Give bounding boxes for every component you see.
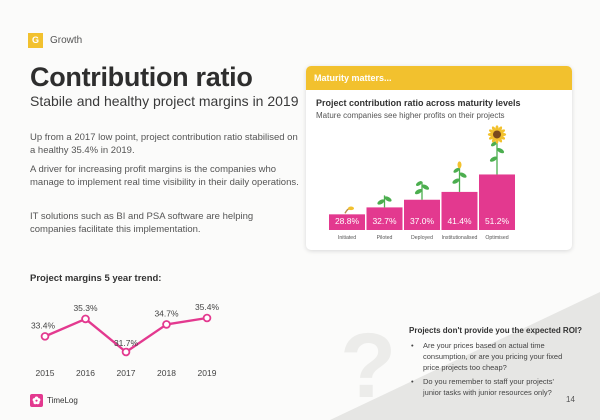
page-title: Contribution ratio	[30, 62, 253, 92]
maturity-bar	[329, 214, 365, 230]
bar-category-label: Optimised	[485, 235, 508, 241]
plant-leaf	[377, 199, 385, 205]
solutions-paragraph: IT solutions such as BI and PSA software…	[30, 211, 254, 235]
plant-leaf	[384, 196, 392, 202]
sunflower-petal	[487, 132, 495, 137]
timelog-flower-icon	[30, 394, 43, 407]
bar-category-label: Initiated	[338, 235, 356, 241]
plant-leaf	[489, 156, 498, 162]
intro-paragraph: Up from a 2017 low point, project contri…	[30, 132, 298, 156]
sunflower-petal	[497, 136, 503, 143]
bar-value-label: 28.8%	[335, 216, 360, 226]
trend-year-label: 2017	[117, 368, 136, 378]
bar-category-label: Piloted	[377, 235, 393, 241]
trend-point	[40, 332, 50, 341]
plant-icon	[377, 195, 392, 208]
sunflower-center	[493, 130, 501, 139]
plant-icon	[452, 161, 467, 192]
logo-text: TimeLog	[47, 396, 78, 405]
trend-year-label: 2018	[157, 368, 176, 378]
sunflower-petal	[495, 125, 499, 132]
trend-year-label: 2015	[36, 368, 55, 378]
plant-leaf	[421, 184, 430, 190]
list-item: • Are your prices based on actual time co…	[409, 340, 574, 373]
section-label: Growth	[50, 35, 83, 46]
sunflower-petal	[499, 132, 507, 137]
driver-paragraph: A driver for increasing profit margins i…	[30, 164, 299, 188]
plant-icon	[414, 181, 430, 200]
trend-value-label: 31.7%	[114, 338, 139, 348]
list-item: • Do you remember to staff your projects'…	[409, 376, 574, 398]
section-badge: G	[28, 33, 43, 48]
plant-leaf	[459, 172, 467, 178]
plant-leaf	[490, 141, 498, 147]
bar-value-label: 32.7%	[372, 216, 397, 226]
trend-year-label: 2016	[76, 368, 95, 378]
maturity-card: Maturity matters... Project contribution…	[306, 66, 572, 250]
plant-leaf	[452, 178, 460, 184]
trend-value-label: 34.7%	[154, 308, 179, 318]
plant-leaf	[453, 167, 460, 173]
maturity-chart-title: Project contribution ratio across maturi…	[316, 98, 521, 108]
trend-value-label: 35.4%	[195, 302, 220, 312]
maturity-bar-chart: 28.8% Initiated 32.7% Piloted 37.0% Deployed 4…	[329, 125, 515, 241]
margin-trend-chart: 33.4% 2015 35.3% 2016 31.7% 2017 34.7% 2018 35.4…	[31, 302, 220, 378]
trend-point	[81, 314, 90, 324]
bar-value-label: 51.2%	[485, 216, 510, 226]
bar-value-label: 41.4%	[447, 216, 472, 226]
roi-question-list: • Are your prices based on actual time co…	[409, 340, 574, 401]
page-subtitle: Stabile and healthy project margins in 2…	[30, 93, 299, 109]
bar-value-label: 37.0%	[410, 216, 435, 226]
trend-chart-title: Project margins 5 year trend:	[30, 273, 162, 284]
roi-item-text: Do you remember to staff your projects' …	[423, 377, 554, 397]
seed	[348, 206, 354, 211]
sunflower-petal	[488, 129, 495, 134]
maturity-chart-subtitle: Mature companies see higher profits on t…	[316, 111, 505, 120]
bullet-icon: •	[411, 341, 414, 350]
plant-leaf	[415, 181, 423, 187]
trend-value-label: 33.4%	[31, 320, 56, 330]
page-number: 14	[566, 395, 575, 404]
timelog-logo: TimeLog	[30, 394, 78, 407]
sunflower-petal	[491, 136, 497, 143]
maturity-bar	[441, 191, 478, 230]
sunflower-petal	[488, 135, 495, 140]
roi-question-heading: Projects don't provide you the expected …	[409, 326, 583, 335]
maturity-bar	[404, 199, 440, 230]
trend-point	[121, 347, 131, 357]
trend-value-label: 35.3%	[73, 303, 98, 313]
question-mark-icon: ?	[340, 315, 397, 417]
bullet-icon: •	[411, 377, 414, 386]
trend-point	[162, 320, 171, 329]
plant-leaf	[414, 188, 423, 195]
plant-icon	[487, 125, 507, 175]
flower-bud	[457, 161, 462, 169]
plant-leaf	[496, 148, 505, 154]
sunflower-petal	[497, 126, 503, 133]
sunflower-petal	[495, 137, 499, 144]
plant-icon	[344, 206, 354, 214]
maturity-bar	[479, 174, 515, 230]
trend-point	[202, 313, 212, 323]
bar-category-label: Institutionalised	[442, 235, 478, 241]
maturity-card-header: Maturity matters...	[306, 66, 572, 90]
maturity-bar	[366, 207, 403, 230]
trend-year-label: 2019	[198, 368, 217, 378]
sunflower-petal	[491, 126, 497, 133]
roi-item-text: Are your prices based on actual time con…	[423, 341, 563, 372]
sunflower-petal	[499, 135, 506, 140]
sunflower-petal	[499, 129, 506, 134]
bar-category-label: Deployed	[411, 235, 433, 241]
